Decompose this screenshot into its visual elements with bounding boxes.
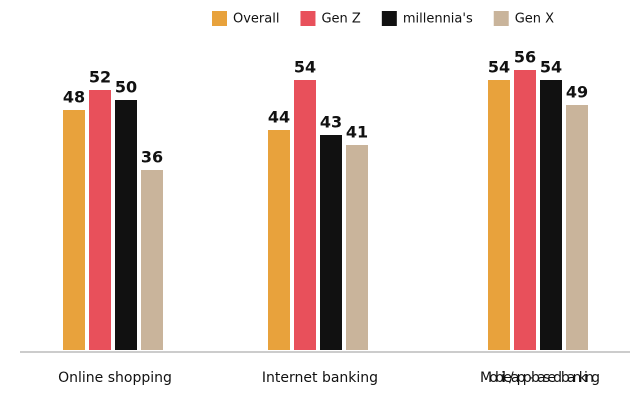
data-label: 56 (514, 48, 536, 67)
bar (320, 135, 342, 350)
bar (115, 100, 137, 350)
legend-label: Overall (233, 12, 279, 27)
x-tick-label: Mobile/app-based banking (480, 370, 600, 386)
data-label: 36 (141, 148, 163, 167)
data-label: 43 (320, 113, 342, 132)
legend-label: millennia's (403, 12, 473, 27)
legend-label: Gen X (515, 12, 554, 27)
data-label: 54 (294, 58, 316, 77)
bar (540, 80, 562, 350)
legend-swatch (493, 11, 509, 26)
bar (566, 105, 588, 350)
x-tick-label: Online shopping (58, 370, 172, 386)
bar (346, 145, 368, 350)
data-label: 50 (115, 78, 137, 97)
legend-label: Gen Z (321, 12, 360, 27)
data-label: 52 (89, 68, 111, 87)
data-label: 41 (346, 123, 368, 142)
bar (514, 70, 536, 350)
legend-swatch (212, 11, 227, 26)
data-label: 49 (566, 83, 588, 102)
bar (63, 110, 85, 350)
data-label: 44 (268, 108, 290, 127)
bar (141, 170, 163, 350)
bar (268, 130, 290, 350)
legend-swatch (300, 11, 316, 26)
x-tick-label: Internet banking (262, 370, 378, 386)
bar (294, 80, 316, 350)
data-label: 54 (540, 58, 562, 77)
bar (89, 90, 111, 350)
data-label: 48 (63, 88, 85, 107)
legend-swatch (381, 11, 397, 26)
data-label: 54 (488, 58, 510, 77)
bar (488, 80, 510, 350)
